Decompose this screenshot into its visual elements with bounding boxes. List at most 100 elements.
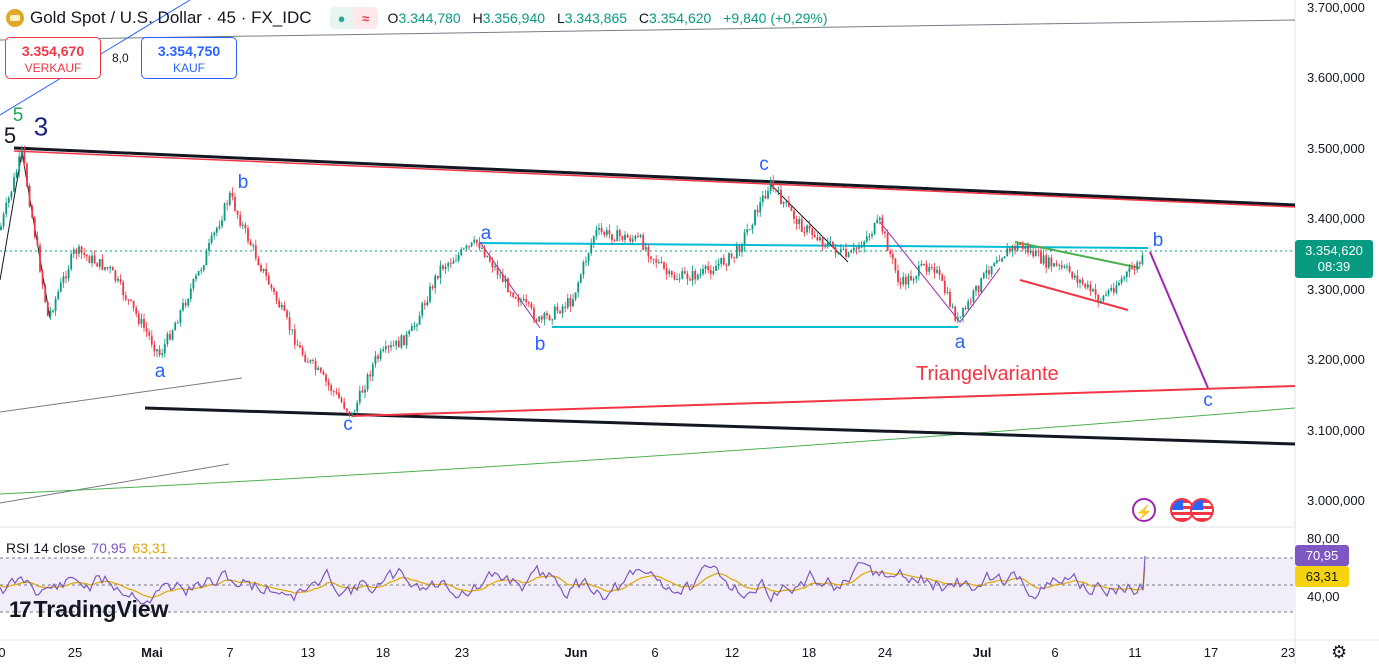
symbol-legend[interactable]: Gold Spot / U.S. Dollar · 45 · FX_IDC ● …	[6, 7, 836, 29]
wave-label[interactable]: b	[237, 172, 249, 193]
settings-icon[interactable]: ⚙	[1331, 642, 1348, 662]
candle-body	[192, 279, 195, 289]
candle-body	[436, 275, 439, 279]
range-top-cyan[interactable]	[479, 242, 1149, 249]
candle-body	[439, 265, 442, 279]
time-axis-label: 24	[877, 645, 893, 660]
wave-label[interactable]: c	[1203, 390, 1213, 411]
candle-body	[616, 230, 619, 242]
wave-label[interactable]: 3	[33, 111, 49, 142]
trend-line-top[interactable]	[0, 19, 1296, 41]
candle-body	[98, 259, 101, 267]
candle-body	[1027, 245, 1029, 253]
candle-body	[728, 253, 730, 266]
candle-body	[23, 148, 26, 164]
triangle-annotation[interactable]: Triangelvariante	[916, 363, 1059, 385]
wave-label[interactable]: 5	[3, 123, 17, 148]
candle-body	[304, 354, 307, 362]
candle-body	[145, 327, 148, 332]
wave-label[interactable]: 5	[12, 105, 24, 126]
candle-body	[124, 295, 127, 300]
trend-line-grey-1[interactable]	[0, 377, 243, 413]
time-axis-label: 25	[67, 645, 83, 660]
candle-body	[725, 264, 728, 266]
wave-label[interactable]: a	[480, 223, 492, 244]
trend-line-grey-2[interactable]	[0, 463, 230, 504]
candle-body	[85, 254, 88, 257]
candle-body	[62, 276, 65, 283]
candle-body	[858, 246, 860, 249]
candle-body	[824, 245, 827, 247]
wave-label[interactable]: a	[954, 332, 966, 353]
channel-bottom-red[interactable]	[351, 385, 1296, 417]
wave-label[interactable]: b	[1152, 230, 1164, 251]
candle-body	[358, 390, 361, 403]
candle-body	[44, 284, 47, 302]
candle-body	[494, 266, 496, 268]
candle-body	[707, 266, 710, 271]
channel-bottom-black[interactable]	[144, 406, 1296, 446]
trend-curve-green[interactable]	[0, 407, 1296, 495]
candle-body	[356, 402, 359, 412]
candle-body	[392, 345, 395, 347]
candle-body	[1136, 262, 1139, 270]
candle-body	[309, 359, 312, 362]
candle-body	[839, 249, 842, 253]
candle-body	[1141, 255, 1144, 264]
wave-label[interactable]: c	[343, 414, 353, 435]
candle-body	[912, 278, 915, 281]
candle-body	[114, 270, 117, 281]
last-price-tag[interactable]: 3.354,620 08:39	[1295, 240, 1373, 278]
candle-body	[917, 265, 920, 277]
candle-body	[769, 180, 772, 191]
candle-body	[668, 271, 671, 274]
candle-body	[845, 249, 847, 257]
candle-body	[343, 401, 346, 409]
symbol-title[interactable]: Gold Spot / U.S. Dollar · 45 · FX_IDC	[30, 8, 312, 27]
status-pill[interactable]: ● ≈	[329, 7, 378, 29]
candle-body	[483, 248, 486, 257]
candle-body	[806, 225, 808, 233]
candle-body	[75, 249, 78, 254]
candle-body	[488, 255, 491, 262]
candle-body	[863, 241, 866, 247]
channel-top-black[interactable]	[13, 146, 1296, 207]
wave-label[interactable]: a	[154, 361, 166, 382]
wave-label[interactable]: c	[759, 154, 769, 175]
lightning-icon[interactable]: ⚡	[1132, 498, 1156, 522]
candle-body	[1105, 294, 1107, 296]
candle-body	[416, 324, 418, 326]
channel-top-red[interactable]	[13, 150, 1296, 208]
candle-body	[122, 282, 125, 296]
candle-body	[590, 243, 593, 254]
price-axis-label: 3.200,000	[1307, 352, 1365, 367]
projection-line[interactable]	[1149, 251, 1209, 389]
candle-body	[286, 310, 288, 318]
price-axis-label: 3.100,000	[1307, 423, 1365, 438]
candle-body	[816, 237, 819, 241]
candle-body	[36, 236, 39, 246]
wave-label[interactable]: b	[534, 334, 546, 355]
candle-body	[543, 313, 546, 320]
candle-body	[213, 232, 216, 236]
candle-body	[1110, 287, 1113, 291]
candle-body	[5, 202, 8, 215]
tradingview-logo[interactable]: 17 TradingView	[9, 596, 169, 622]
candle-body	[904, 276, 907, 285]
sell-button[interactable]: 3.354,670 VERKAUF	[5, 37, 101, 79]
candle-body	[10, 191, 13, 198]
price-candles[interactable]	[0, 145, 1144, 418]
us-flag-icon[interactable]	[1190, 498, 1214, 522]
candle-body	[135, 307, 138, 314]
candle-body	[330, 385, 333, 392]
candle-body	[967, 301, 970, 310]
candle-body	[1133, 269, 1136, 271]
candle-body	[265, 268, 268, 276]
candle-body	[512, 292, 515, 298]
price-axis-label: 3.500,000	[1307, 141, 1365, 156]
rsi-legend[interactable]: RSI 14 close 70,95 63,31	[6, 540, 168, 556]
price-axis-label: 3.600,000	[1307, 70, 1365, 85]
candle-body	[226, 203, 229, 205]
buy-button[interactable]: 3.354,750 KAUF	[141, 37, 237, 79]
